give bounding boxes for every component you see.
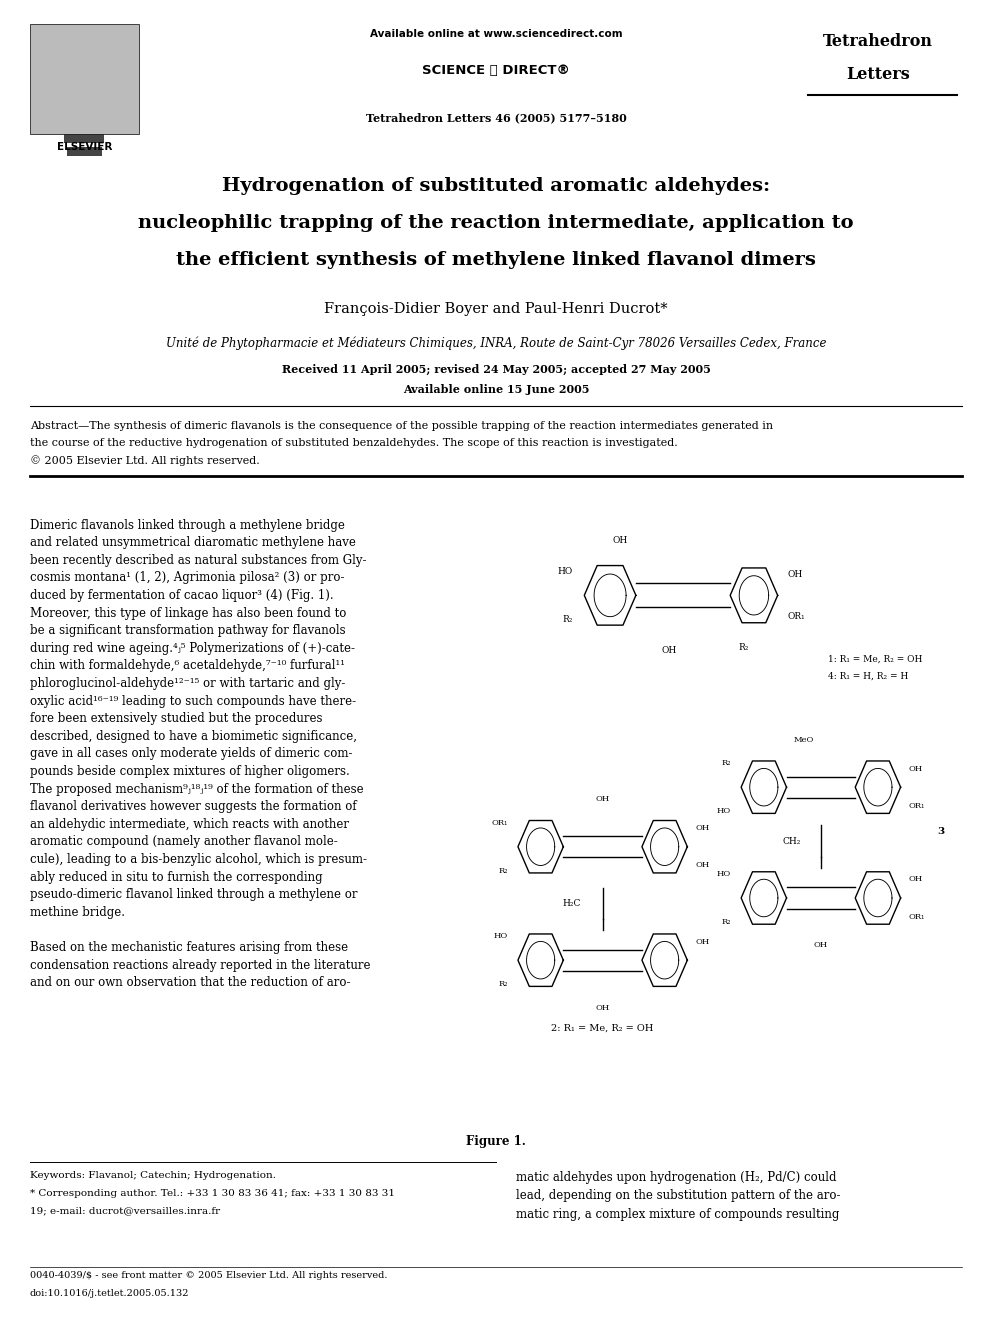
Text: phloroglucinol-aldehyde¹²⁻¹⁵ or with tartaric and gly-: phloroglucinol-aldehyde¹²⁻¹⁵ or with tar… — [30, 677, 345, 691]
Text: 19; e-mail: ducrot@versailles.inra.fr: 19; e-mail: ducrot@versailles.inra.fr — [30, 1207, 220, 1216]
Bar — [64, 134, 104, 143]
Text: pseudo-dimeric flavanol linked through a methylene or: pseudo-dimeric flavanol linked through a… — [30, 888, 357, 901]
Text: R₂: R₂ — [562, 615, 572, 623]
Text: 3: 3 — [937, 827, 944, 836]
Text: ELSEVIER: ELSEVIER — [57, 142, 112, 152]
Text: OR₁: OR₁ — [788, 613, 806, 620]
Text: nucleophilic trapping of the reaction intermediate, application to: nucleophilic trapping of the reaction in… — [138, 214, 854, 233]
Bar — [60, 120, 109, 130]
Text: described, designed to have a biomimetic significance,: described, designed to have a biomimetic… — [30, 730, 357, 742]
Bar — [55, 107, 114, 116]
Text: Moreover, this type of linkage has also been found to: Moreover, this type of linkage has also … — [30, 606, 346, 619]
Text: 0040-4039/$ - see front matter © 2005 Elsevier Ltd. All rights reserved.: 0040-4039/$ - see front matter © 2005 El… — [30, 1271, 387, 1281]
Text: Tetrahedron Letters 46 (2005) 5177–5180: Tetrahedron Letters 46 (2005) 5177–5180 — [366, 112, 626, 123]
Text: 4: R₁ = H, R₂ = H: 4: R₁ = H, R₂ = H — [828, 672, 909, 681]
Text: © 2005 Elsevier Ltd. All rights reserved.: © 2005 Elsevier Ltd. All rights reserved… — [30, 455, 260, 466]
Bar — [30, 24, 139, 134]
Text: Based on the mechanistic features arising from these: Based on the mechanistic features arisin… — [30, 941, 348, 954]
Text: * Corresponding author. Tel.: +33 1 30 83 36 41; fax: +33 1 30 83 31: * Corresponding author. Tel.: +33 1 30 8… — [30, 1189, 395, 1199]
Text: and on our own observation that the reduction of aro-: and on our own observation that the redu… — [30, 976, 350, 990]
Text: oxylic acid¹⁶⁻¹⁹ leading to such compounds have there-: oxylic acid¹⁶⁻¹⁹ leading to such compoun… — [30, 695, 356, 708]
Text: lead, depending on the substitution pattern of the aro-: lead, depending on the substitution patt… — [516, 1189, 840, 1203]
Text: Available online 15 June 2005: Available online 15 June 2005 — [403, 384, 589, 394]
Text: cosmis montana¹ (1, 2), Agrimonia pilosa² (3) or pro-: cosmis montana¹ (1, 2), Agrimonia pilosa… — [30, 572, 344, 585]
Text: during red wine ageing.⁴ⱼ⁵ Polymerizations of (+)-cate-: during red wine ageing.⁴ⱼ⁵ Polymerizatio… — [30, 642, 355, 655]
Text: R₂: R₂ — [499, 980, 508, 988]
Text: fore been extensively studied but the procedures: fore been extensively studied but the pr… — [30, 712, 322, 725]
Text: OH: OH — [695, 824, 709, 832]
Text: the course of the reductive hydrogenation of substituted benzaldehydes. The scop: the course of the reductive hydrogenatio… — [30, 438, 678, 448]
Text: condensation reactions already reported in the literature: condensation reactions already reported … — [30, 958, 370, 971]
Text: cule), leading to a bis-benzylic alcohol, which is presum-: cule), leading to a bis-benzylic alcohol… — [30, 853, 367, 867]
Text: flavanol derivatives however suggests the formation of: flavanol derivatives however suggests th… — [30, 800, 356, 814]
Text: matic aldehydes upon hydrogenation (H₂, Pd/C) could: matic aldehydes upon hydrogenation (H₂, … — [516, 1171, 836, 1184]
Text: R₂: R₂ — [722, 759, 731, 767]
Text: HO: HO — [717, 807, 731, 815]
Bar — [66, 147, 102, 156]
Text: duced by fermentation of cacao liquor³ (4) (Fig. 1).: duced by fermentation of cacao liquor³ (… — [30, 589, 333, 602]
Text: François-Didier Boyer and Paul-Henri Ducrot*: François-Didier Boyer and Paul-Henri Duc… — [324, 302, 668, 316]
Text: OH: OH — [813, 942, 828, 950]
Text: chin with formaldehyde,⁶ acetaldehyde,⁷⁻¹⁰ furfural¹¹: chin with formaldehyde,⁶ acetaldehyde,⁷⁻… — [30, 659, 345, 672]
Text: been recently described as natural substances from Gly-: been recently described as natural subst… — [30, 554, 366, 566]
Text: ably reduced in situ to furnish the corresponding: ably reduced in situ to furnish the corr… — [30, 871, 322, 884]
Text: R₂: R₂ — [739, 643, 749, 652]
Text: R₂: R₂ — [722, 918, 731, 926]
Text: Dimeric flavanols linked through a methylene bridge: Dimeric flavanols linked through a methy… — [30, 519, 344, 532]
Text: CH₂: CH₂ — [783, 836, 802, 845]
Text: OR₁: OR₁ — [492, 819, 508, 827]
Text: Received 11 April 2005; revised 24 May 2005; accepted 27 May 2005: Received 11 April 2005; revised 24 May 2… — [282, 364, 710, 374]
Text: aromatic compound (namely another flavanol mole-: aromatic compound (namely another flavan… — [30, 835, 337, 848]
Text: and related unsymmetrical diaromatic methylene have: and related unsymmetrical diaromatic met… — [30, 536, 356, 549]
Text: OH: OH — [788, 570, 803, 578]
Bar — [55, 54, 114, 64]
Text: 1: R₁ = Me, R₂ = OH: 1: R₁ = Me, R₂ = OH — [828, 655, 923, 664]
Text: methine bridge.: methine bridge. — [30, 906, 125, 918]
Text: Hydrogenation of substituted aromatic aldehydes:: Hydrogenation of substituted aromatic al… — [222, 177, 770, 196]
Text: OR₁: OR₁ — [909, 802, 925, 810]
Text: OH: OH — [909, 765, 923, 773]
Text: pounds beside complex mixtures of higher oligomers.: pounds beside complex mixtures of higher… — [30, 765, 349, 778]
Text: MeO: MeO — [794, 736, 813, 744]
Text: be a significant transformation pathway for flavanols: be a significant transformation pathway … — [30, 624, 345, 638]
Text: R₂: R₂ — [499, 867, 508, 875]
Text: OH: OH — [695, 861, 709, 869]
Text: Tetrahedron: Tetrahedron — [823, 33, 932, 50]
Bar — [50, 94, 119, 103]
Text: Available online at www.sciencedirect.com: Available online at www.sciencedirect.co… — [370, 29, 622, 40]
Text: doi:10.1016/j.tetlet.2005.05.132: doi:10.1016/j.tetlet.2005.05.132 — [30, 1289, 189, 1298]
Text: OH: OH — [695, 938, 709, 946]
Text: Abstract—The synthesis of dimeric flavanols is the consequence of the possible t: Abstract—The synthesis of dimeric flavan… — [30, 421, 773, 431]
Text: OH: OH — [595, 795, 610, 803]
Text: Unité de Phytopharmacie et Médiateurs Chimiques, INRA, Route de Saint-Cyr 78026 : Unité de Phytopharmacie et Médiateurs Ch… — [166, 336, 826, 349]
Text: matic ring, a complex mixture of compounds resulting: matic ring, a complex mixture of compoun… — [516, 1208, 839, 1221]
Bar — [50, 67, 119, 77]
Text: HO: HO — [717, 871, 731, 878]
Text: OH: OH — [909, 876, 923, 884]
Text: OR₁: OR₁ — [909, 913, 925, 921]
Text: OH: OH — [612, 536, 628, 545]
Text: H₂C: H₂C — [562, 898, 581, 908]
Text: The proposed mechanism⁹ⱼ¹⁸ⱼ¹⁹ of the formation of these: The proposed mechanism⁹ⱼ¹⁸ⱼ¹⁹ of the for… — [30, 783, 363, 795]
Text: OH: OH — [662, 646, 678, 655]
Bar — [45, 81, 124, 90]
Text: the efficient synthesis of methylene linked flavanol dimers: the efficient synthesis of methylene lin… — [176, 251, 816, 270]
Text: gave in all cases only moderate yields of dimeric com-: gave in all cases only moderate yields o… — [30, 747, 352, 761]
Text: OH: OH — [595, 1004, 610, 1012]
Text: Figure 1.: Figure 1. — [466, 1135, 526, 1148]
Text: Letters: Letters — [846, 66, 910, 83]
Text: Keywords: Flavanol; Catechin; Hydrogenation.: Keywords: Flavanol; Catechin; Hydrogenat… — [30, 1171, 276, 1180]
Text: HO: HO — [494, 933, 508, 941]
Text: HO: HO — [558, 568, 572, 576]
Text: 2: R₁ = Me, R₂ = OH: 2: R₁ = Me, R₂ = OH — [552, 1024, 654, 1032]
Text: SCIENCE ⓐ DIRECT®: SCIENCE ⓐ DIRECT® — [422, 64, 570, 77]
Text: an aldehydic intermediate, which reacts with another: an aldehydic intermediate, which reacts … — [30, 818, 349, 831]
